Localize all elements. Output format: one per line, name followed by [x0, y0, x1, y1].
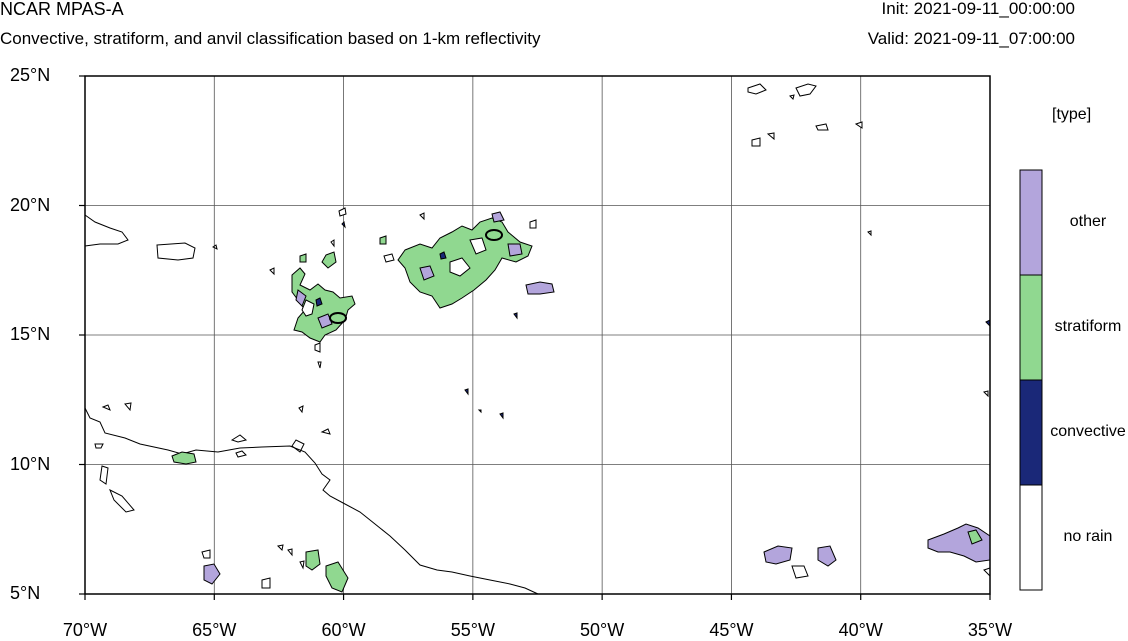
precip-area-convective [315, 297, 323, 307]
legend-label: other [1069, 212, 1107, 230]
precip-area-other [419, 265, 435, 281]
precip-cell [383, 253, 395, 263]
lon-tick-label: 65°W [192, 620, 237, 640]
map-title: NCAR MPAS-A [0, 0, 124, 19]
precip-cell [867, 230, 872, 237]
precip-area-noarea [301, 299, 315, 317]
precip-cell [314, 342, 321, 353]
coastline-isle-a [212, 244, 218, 250]
precip-cell [330, 239, 335, 248]
precip-area-stratiform [305, 549, 321, 571]
precip-area-other [491, 211, 505, 223]
lat-tick-label: 15°N [10, 324, 51, 344]
precip-area-noarea [469, 237, 487, 255]
graticule [85, 76, 990, 594]
coastlines [84, 214, 539, 595]
precip-area-stratiform [967, 529, 983, 545]
precip-cell [419, 212, 425, 221]
precip-cell [287, 548, 293, 557]
precip-cell [499, 412, 504, 420]
lon-tick-label: 70°W [62, 620, 108, 640]
precip-cell [513, 312, 518, 320]
precip-cell [854, 121, 863, 129]
lon-tick-label: 55°W [450, 620, 495, 640]
precip-contours [94, 83, 991, 593]
coastline-south-america [84, 407, 539, 595]
precip-area-convective [439, 251, 447, 260]
legend-label: convective [1050, 422, 1126, 440]
precip-area-stratiform [321, 251, 337, 269]
precip-cell [983, 567, 991, 578]
lon-tick-label: 50°W [580, 620, 625, 640]
precip-area-other [507, 243, 523, 257]
precip-ring [329, 312, 347, 324]
lat-tick-label: 25°N [10, 65, 51, 85]
lon-tick-label: 45°W [709, 620, 754, 640]
precip-area-other [817, 545, 837, 567]
precip-cell [789, 94, 795, 100]
lon-tick-label: 35°W [967, 620, 1013, 640]
coastline-isle-c [298, 405, 304, 414]
precip-cell [983, 390, 989, 398]
precip-area-other [317, 313, 333, 329]
precip-cell [317, 361, 322, 369]
precip-cell [269, 267, 275, 276]
precip-cell [299, 560, 305, 570]
precip-cell [791, 565, 809, 579]
legend-swatch [1019, 484, 1043, 591]
precip-area-stratiform [171, 451, 197, 465]
valid-time: Valid: 2021-09-11_07:00:00 [867, 29, 1075, 48]
precip-area-other [525, 281, 555, 295]
precip-area-other [295, 289, 307, 307]
precip-cell [201, 549, 211, 559]
precip-cell [815, 123, 829, 131]
coastline-curacao [124, 402, 132, 412]
lat-tick-label: 10°N [10, 453, 51, 474]
coastline-margarita [235, 450, 247, 458]
coastline-hispaniola [84, 214, 129, 247]
init-time: Init: 2021-09-11_00:00:00 [881, 0, 1075, 18]
legend-label: no rain [1063, 527, 1113, 545]
map-subtitle: Convective, stratiform, and anvil classi… [0, 29, 541, 48]
precip-area-noarea [449, 257, 471, 277]
precip-area-stratiform [379, 235, 387, 245]
precip-cell [276, 544, 284, 552]
precip-cell [94, 443, 104, 449]
legend-title: [type] [1052, 106, 1092, 123]
precip-cell [99, 465, 109, 485]
lon-tick-label: 40°W [838, 620, 883, 640]
coastline-isle-b [320, 428, 331, 435]
precip-ring [485, 229, 503, 241]
legend-label: stratiform [1054, 317, 1122, 335]
coastline-aruba [101, 404, 111, 411]
lat-tick-label: 20°N [10, 194, 51, 215]
legend [1019, 169, 1043, 591]
lon-tick-label: 60°W [321, 620, 366, 640]
precip-cell [338, 207, 347, 217]
precip-cell [766, 132, 775, 141]
precip-cell [109, 488, 135, 513]
precip-area-other [763, 545, 793, 565]
coastline-puerto-rico [156, 242, 196, 261]
precip-cell [751, 137, 761, 147]
precip-cell [747, 83, 767, 95]
axis-ticks [79, 75, 991, 600]
precip-cell [529, 219, 537, 229]
coastline-trinidad [291, 439, 305, 453]
precip-area-other [927, 523, 991, 563]
coastline-grenada [230, 434, 248, 443]
precip-area-other [203, 563, 221, 585]
precip-cell [261, 577, 271, 589]
precip-area-stratiform [299, 253, 307, 263]
precip-cell [795, 83, 817, 97]
precip-cell [341, 220, 346, 229]
lat-tick-label: 5°N [10, 583, 41, 603]
precip-cell [464, 388, 469, 396]
precip-area-stratiform [325, 561, 349, 593]
precip-cell [477, 409, 482, 414]
